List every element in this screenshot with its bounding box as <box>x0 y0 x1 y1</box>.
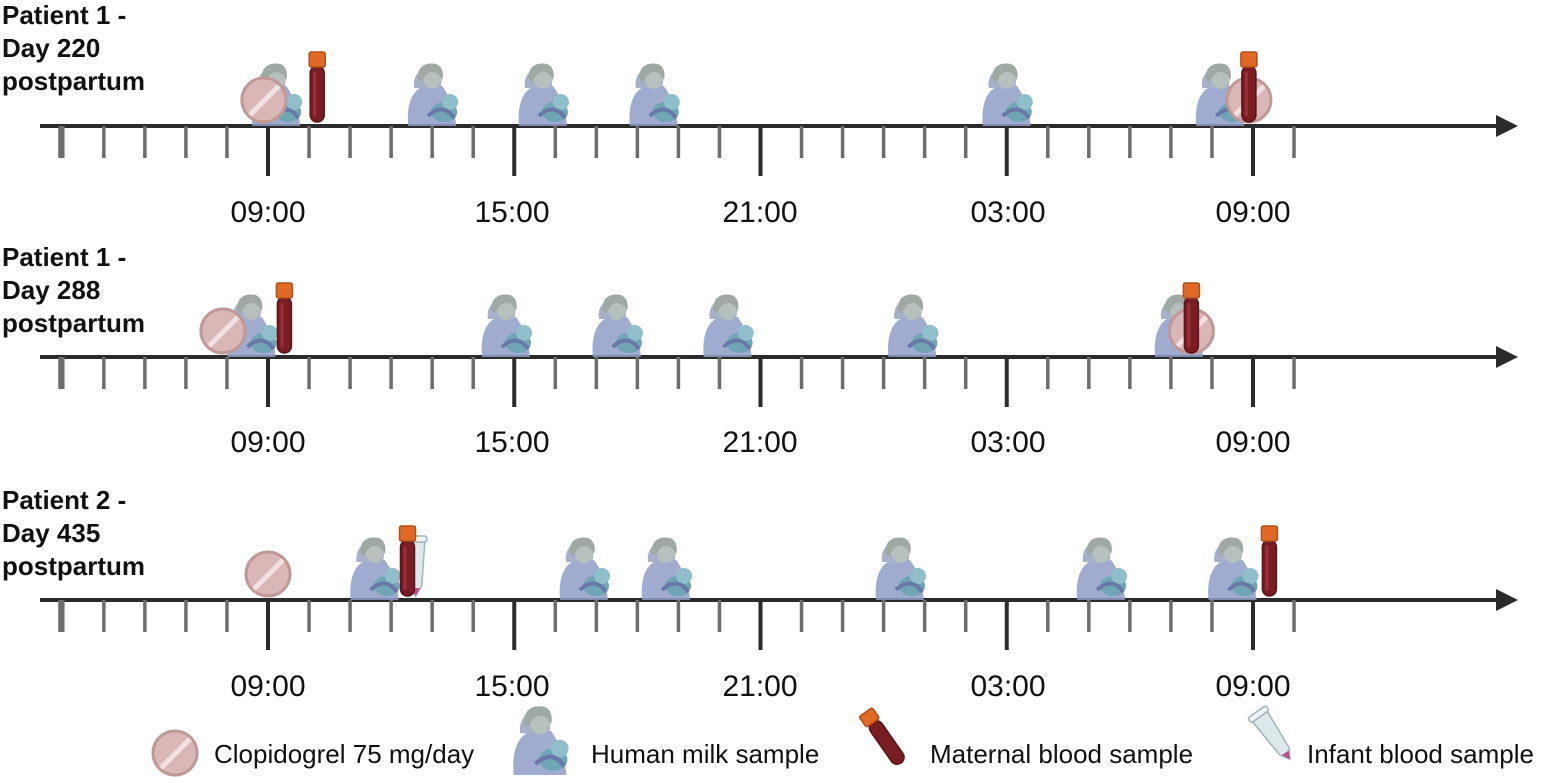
legend: Clopidogrel 75 mg/day Human milk sample … <box>153 705 1534 775</box>
legend-label: Maternal blood sample <box>930 739 1193 769</box>
legend-label: Human milk sample <box>591 739 819 769</box>
timeline-title-line-1: Patient 1 - <box>2 0 126 30</box>
legend-item-infant-blood: Infant blood sample <box>1246 704 1534 769</box>
timeline-events <box>242 51 1271 128</box>
tick-label: 09:00 <box>1215 426 1290 459</box>
timeline-title-line-2: Day 435 <box>2 518 100 548</box>
timeline-axis <box>40 346 1518 407</box>
blood-tube-icon <box>1182 282 1201 354</box>
tick-label: 09:00 <box>230 670 305 703</box>
breastfeeding-mother-icon <box>1206 535 1261 602</box>
pill-icon <box>242 78 286 122</box>
timeline-title-line-2: Day 220 <box>2 33 100 63</box>
legend-label: Clopidogrel 75 mg/day <box>214 739 474 769</box>
timeline-title-line-1: Patient 1 - <box>2 242 126 272</box>
breastfeeding-mother-icon <box>516 61 571 128</box>
timeline-title-line-3: postpartum <box>2 551 145 581</box>
axis-arrowhead <box>1496 115 1518 137</box>
breastfeeding-mother-icon <box>1074 535 1130 602</box>
breastfeeding-mother-icon <box>513 706 568 775</box>
pill-icon <box>246 552 290 596</box>
breastfeeding-mother-icon <box>557 535 612 602</box>
tick-label: 15:00 <box>474 426 549 459</box>
tick-label: 09:00 <box>230 426 305 459</box>
timeline-events <box>201 282 1214 359</box>
blood-tube-icon <box>398 525 417 597</box>
tick-label: 09:00 <box>1215 196 1290 229</box>
pill-icon <box>153 731 197 775</box>
timeline-title-line-2: Day 288 <box>2 275 100 305</box>
blood-tube-icon <box>1260 525 1279 597</box>
legend-label: Infant blood sample <box>1307 739 1534 769</box>
timeline-axis <box>40 589 1518 650</box>
timeline-patient-2-day-435: Patient 2 - Day 435 postpartum 09:00 15:… <box>2 485 1518 703</box>
breastfeeding-mother-icon <box>348 535 403 602</box>
legend-item-maternal-blood: Maternal blood sample <box>858 706 1193 769</box>
legend-item-human-milk: Human milk sample <box>513 706 819 775</box>
timeline-title-line-3: postpartum <box>2 66 145 96</box>
tick-label: 09:00 <box>230 196 305 229</box>
breastfeeding-mother-icon <box>886 292 941 359</box>
breastfeeding-mother-icon <box>627 61 682 128</box>
infant-tube-icon <box>1246 704 1300 767</box>
breastfeeding-mother-icon <box>873 535 928 602</box>
breastfeeding-mother-icon <box>479 292 534 359</box>
axis-arrowhead <box>1496 346 1518 368</box>
breastfeeding-mother-icon <box>405 61 461 128</box>
timeline-events <box>246 525 1279 602</box>
tick-label: 03:00 <box>970 196 1045 229</box>
tick-label: 21:00 <box>722 426 797 459</box>
timeline-patient-1-day-220: Patient 1 - Day 220 postpartum 09:00 15:… <box>2 0 1518 229</box>
legend-item-clopidogrel: Clopidogrel 75 mg/day <box>153 731 474 775</box>
tick-label: 15:00 <box>474 670 549 703</box>
tick-label: 09:00 <box>1215 670 1290 703</box>
timeline-patient-1-day-288: Patient 1 - Day 288 postpartum 09:00 15:… <box>2 242 1518 459</box>
breastfeeding-mother-icon <box>639 535 695 602</box>
tick-label: 15:00 <box>474 196 549 229</box>
tick-label: 03:00 <box>970 426 1045 459</box>
blood-tube-icon <box>1240 51 1258 123</box>
blood-tube-icon <box>275 282 294 354</box>
blood-tube-icon <box>858 706 909 769</box>
blood-tube-icon <box>308 51 326 123</box>
breastfeeding-mother-icon <box>980 61 1035 128</box>
tick-label: 21:00 <box>722 196 797 229</box>
timeline-title-line-1: Patient 2 - <box>2 485 126 515</box>
axis-arrowhead <box>1496 589 1518 611</box>
tick-label: 03:00 <box>970 670 1045 703</box>
tick-label: 21:00 <box>722 670 797 703</box>
pill-icon <box>201 309 245 353</box>
timeline-title-line-3: postpartum <box>2 308 145 338</box>
breastfeeding-mother-icon <box>701 292 756 359</box>
breastfeeding-mother-icon <box>590 292 645 359</box>
